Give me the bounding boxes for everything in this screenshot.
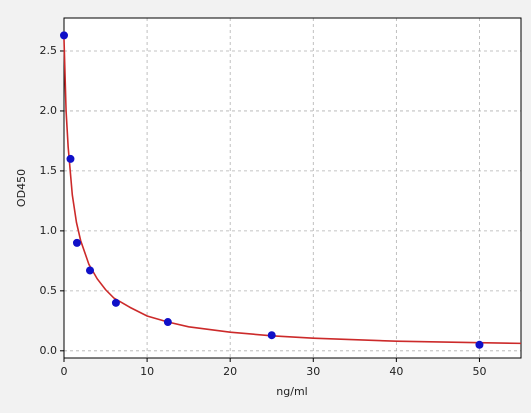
x-axis-label: ng/ml [276, 385, 307, 398]
y-tick-label: 0.5 [40, 284, 58, 297]
x-tick-label: 0 [61, 365, 68, 378]
x-tick-label: 30 [306, 365, 320, 378]
y-tick-label: 2.5 [40, 44, 58, 57]
data-point [72, 238, 81, 247]
y-axis-label: OD450 [15, 169, 28, 207]
data-point [267, 331, 276, 340]
x-tick-label: 20 [223, 365, 237, 378]
data-point [60, 31, 68, 40]
y-tick-label: 2.0 [40, 104, 58, 117]
data-point [111, 298, 120, 307]
plot-area [64, 18, 521, 358]
fit-curve [63, 38, 522, 345]
y-tick-label: 1.0 [40, 224, 58, 237]
data-point [475, 340, 484, 349]
data-point [163, 318, 172, 327]
data-point [66, 154, 75, 163]
plot-frame [63, 17, 522, 359]
y-tick-label: 1.5 [40, 164, 58, 177]
data-point [86, 266, 95, 275]
y-tick-label: 0.0 [40, 344, 58, 357]
x-tick-label: 10 [140, 365, 154, 378]
x-tick-label: 50 [472, 365, 486, 378]
x-tick-label: 40 [389, 365, 403, 378]
